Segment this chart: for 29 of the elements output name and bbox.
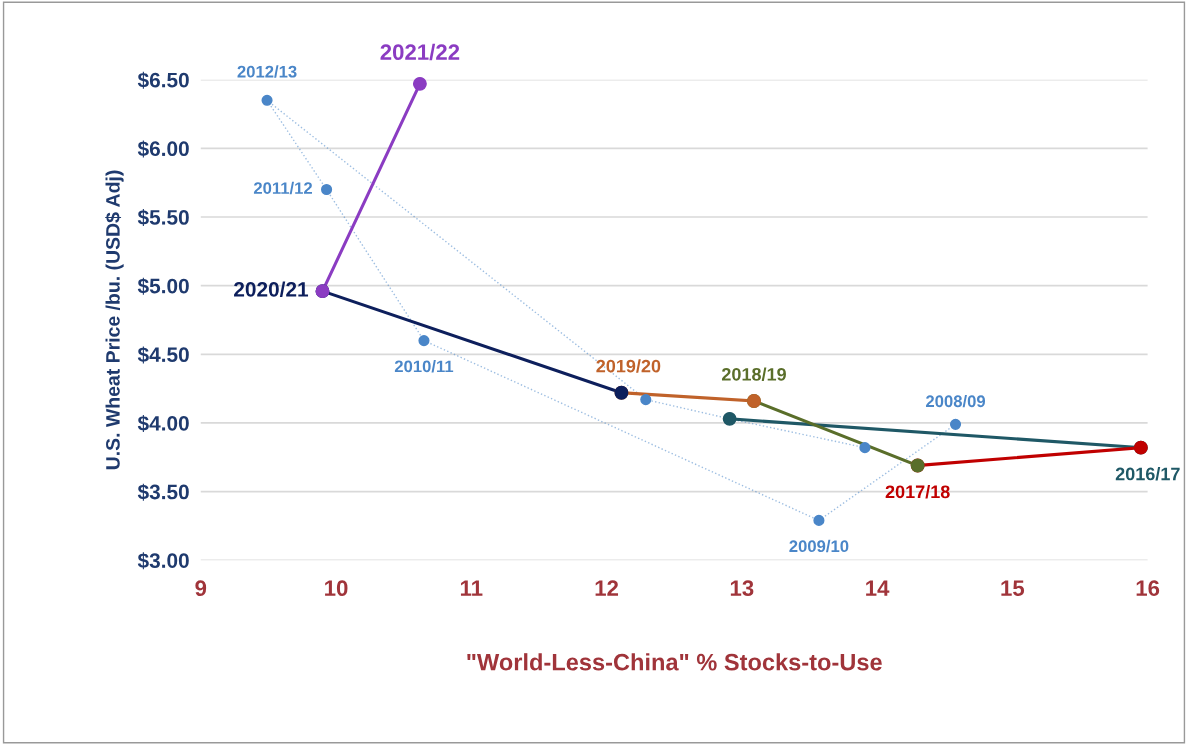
annotation: 2021/22 — [380, 43, 460, 61]
y-tick-label: $4.00 — [137, 415, 189, 433]
y-tick-label: $4.50 — [137, 346, 189, 364]
y-tick-label: $3.00 — [137, 552, 189, 570]
x-tick-label: 14 — [866, 580, 890, 596]
annotation: 2010/11 — [394, 360, 454, 373]
annotation: 2020/21 — [234, 281, 309, 297]
annotation: 2016/17 — [1115, 467, 1180, 481]
annotation: 2008/09 — [925, 394, 986, 408]
x-tick-label: 11 — [460, 580, 483, 596]
x-tick-label: 15 — [1001, 580, 1025, 597]
x-tick-label: 10 — [325, 580, 348, 597]
annotation: 2012/13 — [237, 65, 297, 78]
y-tick-label: $5.00 — [137, 277, 189, 295]
x-tick-label: 12 — [595, 580, 619, 596]
x-tick-label: 13 — [730, 580, 754, 597]
annotation: 2018/19 — [721, 367, 786, 381]
y-tick-label: $5.50 — [137, 209, 189, 227]
y-tick-label: $3.50 — [137, 483, 189, 501]
annotation: 2017/18 — [885, 484, 950, 499]
x-tick-label: 9 — [195, 580, 207, 597]
annotation: 2019/20 — [596, 359, 661, 373]
y-tick-label: $6.00 — [137, 140, 189, 158]
x-axis-title: "World-Less-China" % Stocks-to-Use — [467, 653, 882, 671]
annotation: 2009/10 — [789, 539, 849, 553]
y-axis-title: U.S. Wheat Price /bu. (USD$ Adj) — [105, 170, 124, 470]
annotation: 2011/12 — [253, 181, 313, 195]
y-tick-label: $6.50 — [137, 71, 189, 89]
x-tick-label: 16 — [1136, 580, 1160, 597]
